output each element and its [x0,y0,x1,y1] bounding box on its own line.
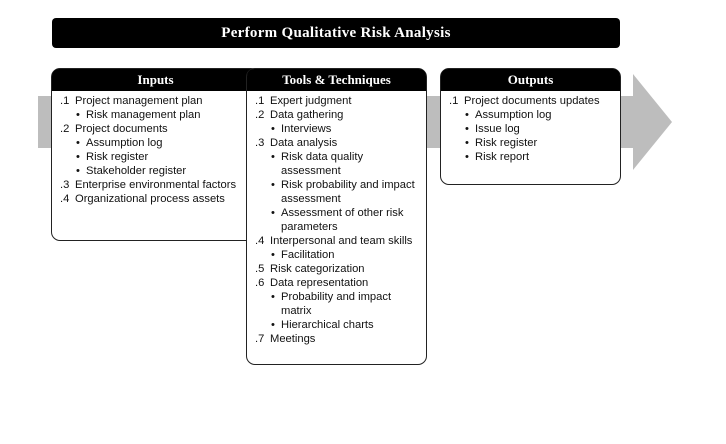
list-item: .2 Data gathering [255,108,422,122]
list-item: .7 Meetings [255,332,422,346]
sub-list-item: • Interviews [255,122,422,136]
item-number: .2 [255,109,265,121]
sub-list-item: • Risk data quality assessment [255,150,422,178]
item-label: Project documents updates [464,95,600,107]
sub-list-item: • Probability and impact matrix [255,290,422,318]
sub-list-item: • Assessment of other risk parameters [255,206,422,234]
sub-list-item: • Risk report [449,150,616,164]
item-label: Data analysis [270,137,338,149]
sub-item-label: Risk register [475,137,538,149]
sub-item-label: Assessment of other risk parameters [281,207,404,233]
outputs-header: Outputs [441,69,620,91]
item-number: .4 [255,235,265,247]
item-label: Data gathering [270,109,344,121]
inputs-box: Inputs .1 Project management plan • Risk ma… [51,68,260,241]
list-item: .1 Project management plan [60,94,255,108]
item-label: Risk categorization [270,263,365,275]
bullet-icon: • [76,109,80,121]
list-item: .3 Data analysis [255,136,422,150]
item-label: Interpersonal and team skills [270,235,413,247]
sub-item-label: Assumption log [86,137,163,149]
sub-list-item: • Risk management plan [60,108,255,122]
sub-list-item: • Facilitation [255,248,422,262]
sub-list-item: • Assumption log [60,136,255,150]
item-number: .2 [60,123,70,135]
sub-item-label: Hierarchical charts [281,319,374,331]
sub-item-label: Facilitation [281,249,335,261]
sub-item-label: Probability and impact matrix [281,291,392,317]
bullet-icon: • [465,137,469,149]
sub-item-label: Risk probability and impact assessment [281,179,415,205]
list-item: .4 Organizational process assets [60,192,255,206]
bullet-icon: • [271,319,275,331]
outputs-box: Outputs .1 Project documents updates • Assu… [440,68,621,185]
list-item: .1 Expert judgment [255,94,422,108]
bullet-icon: • [465,109,469,121]
bullet-icon: • [465,151,469,163]
item-label: Organizational process assets [75,193,225,205]
sub-list-item: • Risk register [449,136,616,150]
outputs-list: .1 Project documents updates • Assumption l… [441,91,620,164]
item-label: Meetings [270,333,316,345]
sub-list-item: • Stakeholder register [60,164,255,178]
item-number: .1 [255,95,265,107]
item-label: Project documents [75,123,168,135]
sub-item-label: Risk data quality assessment [281,151,364,177]
sub-item-label: Issue log [475,123,520,135]
item-number: .1 [449,95,459,107]
bullet-icon: • [76,165,80,177]
item-number: .1 [60,95,70,107]
item-number: .3 [255,137,265,149]
sub-item-label: Risk register [86,151,149,163]
sub-list-item: • Issue log [449,122,616,136]
sub-item-label: Stakeholder register [86,165,187,177]
item-label: Enterprise environmental factors [75,179,237,191]
bullet-icon: • [76,151,80,163]
sub-list-item: • Risk probability and impact assessment [255,178,422,206]
inputs-header: Inputs [52,69,259,91]
item-label: Data representation [270,277,369,289]
item-number: .4 [60,193,70,205]
bullet-icon: • [271,179,275,191]
item-label: Expert judgment [270,95,352,107]
bullet-icon: • [271,123,275,135]
process-title: Perform Qualitative Risk Analysis [52,18,620,48]
tools-techniques-box: Tools & Techniques .1 Expert judgment .2 Da… [246,68,427,365]
sub-item-label: Assumption log [475,109,552,121]
sub-item-label: Risk report [475,151,530,163]
item-number: .6 [255,277,265,289]
sub-item-label: Risk management plan [86,109,201,121]
item-label: Project management plan [75,95,203,107]
item-number: .7 [255,333,265,345]
bullet-icon: • [271,151,275,163]
sub-list-item: • Risk register [60,150,255,164]
item-number: .5 [255,263,265,275]
item-number: .3 [60,179,70,191]
bullet-icon: • [76,137,80,149]
tools-techniques-header: Tools & Techniques [247,69,426,91]
sub-list-item: • Hierarchical charts [255,318,422,332]
sub-item-label: Interviews [281,123,332,135]
list-item: .2 Project documents [60,122,255,136]
list-item: .5 Risk categorization [255,262,422,276]
list-item: .6 Data representation [255,276,422,290]
bullet-icon: • [271,249,275,261]
tools-techniques-list: .1 Expert judgment .2 Data gathering • Interv… [247,91,426,346]
sub-list-item: • Assumption log [449,108,616,122]
list-item: .1 Project documents updates [449,94,616,108]
inputs-list: .1 Project management plan • Risk managemen… [52,91,259,206]
bullet-icon: • [271,291,275,303]
list-item: .4 Interpersonal and team skills [255,234,422,248]
bullet-icon: • [465,123,469,135]
bullet-icon: • [271,207,275,219]
list-item: .3 Enterprise environmental factors [60,178,255,192]
